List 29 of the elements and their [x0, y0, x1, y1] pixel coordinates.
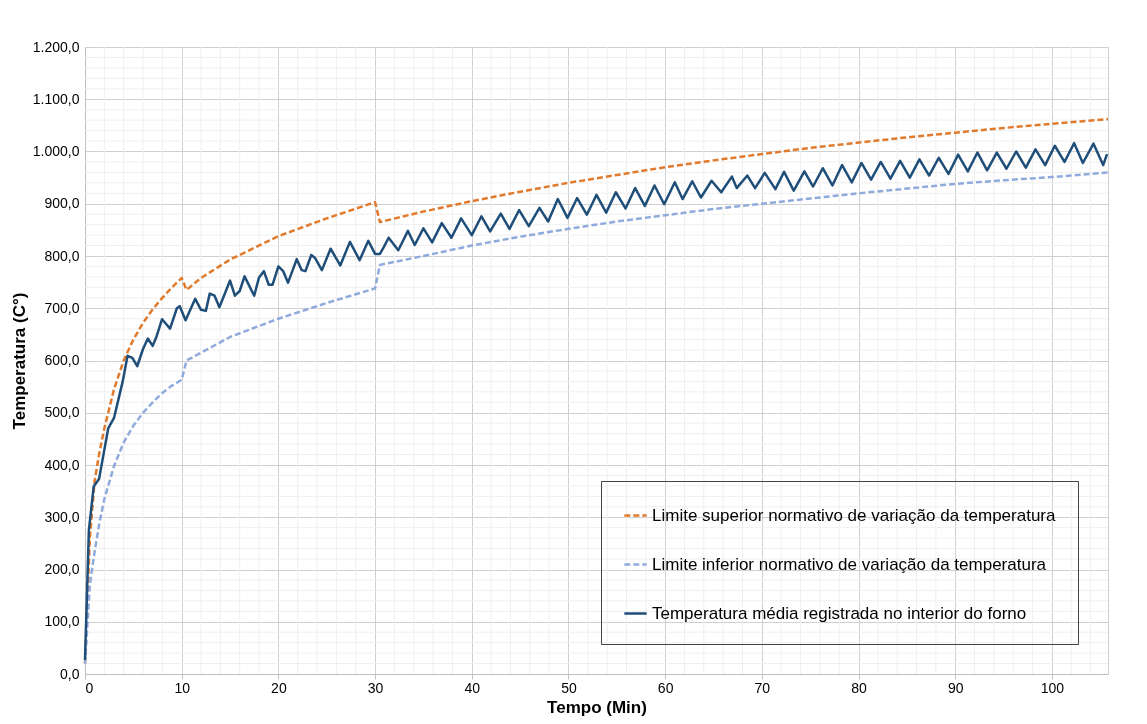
y-tick-label: 300,0 [44, 508, 80, 525]
x-tick-label: 30 [367, 679, 384, 696]
x-axis-title: Tempo (Min) [547, 697, 647, 717]
x-tick-label: 50 [561, 679, 577, 696]
y-tick-label: 100,0 [44, 613, 80, 630]
y-tick-label: 1.000,0 [32, 143, 80, 159]
legend-label: Temperatura média registrada no interior do forno [652, 603, 1027, 623]
x-tick-label: 70 [754, 679, 771, 696]
x-tick-label: 90 [947, 679, 964, 696]
y-tick-label: 0,0 [60, 665, 80, 682]
x-tick-label: 0 [85, 679, 94, 696]
y-tick-label: 600,0 [44, 352, 80, 368]
y-tick-label: 500,0 [44, 404, 80, 421]
y-tick-label: 400,0 [44, 456, 80, 473]
y-tick-label: 1.200,0 [32, 38, 80, 55]
legend-label: Limite superior normativo de variação da temperatura [652, 505, 1057, 525]
y-tick-label: 900,0 [44, 195, 80, 212]
x-tick-label: 80 [851, 679, 868, 696]
y-tick-label: 200,0 [44, 561, 80, 577]
y-tick-label: 700,0 [44, 299, 80, 316]
legend-label: Limite inferior normativo de variação da temperatura [652, 554, 1047, 574]
y-tick-label: 800,0 [44, 247, 80, 264]
y-tick-label: 1.100,0 [32, 90, 80, 107]
x-tick-label: 10 [174, 679, 191, 696]
y-axis-title: Temperatura (C°) [9, 292, 29, 430]
x-tick-label: 60 [657, 679, 674, 696]
x-tick-label: 40 [464, 679, 481, 696]
x-tick-label: 100 [1040, 679, 1065, 696]
x-tick-label: 20 [271, 679, 287, 696]
